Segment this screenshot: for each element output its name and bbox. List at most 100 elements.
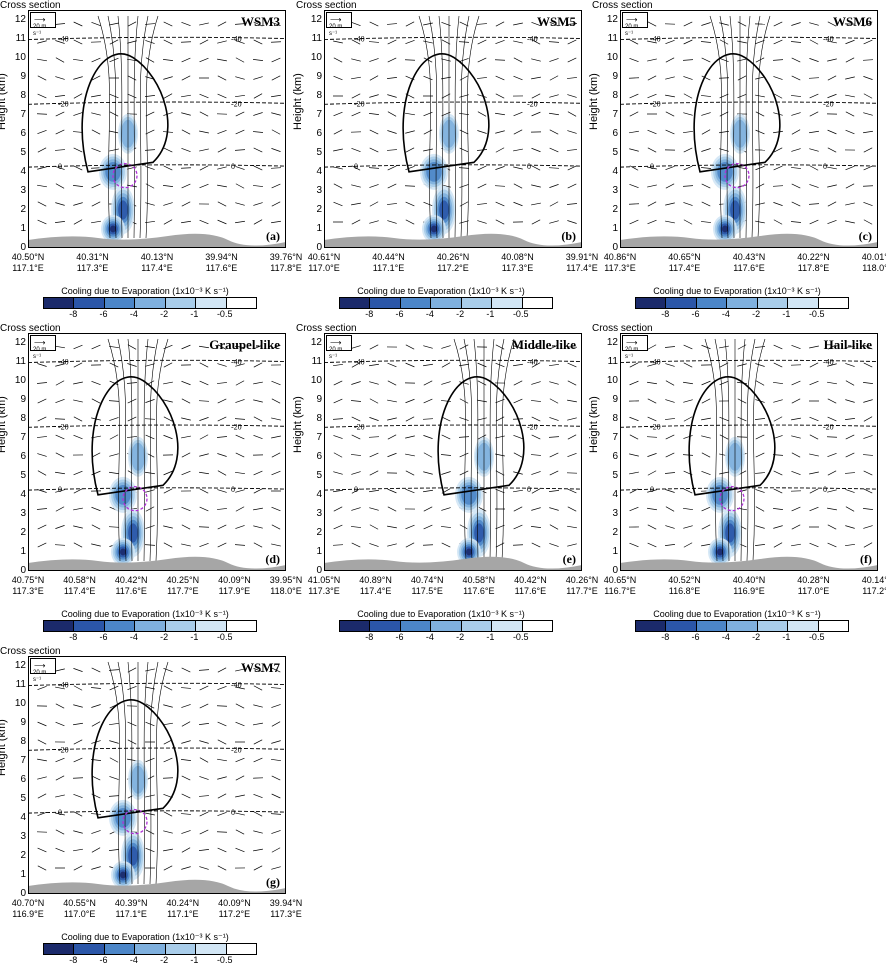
isotherm-line [28,101,286,105]
wind-vector [791,417,801,421]
colorbar-label: -0.5 [808,309,825,319]
wind-vector [253,722,263,726]
wind-vector [333,40,343,44]
x-tick-label: 40.58°N 117.6°E [454,575,504,597]
wind-vector [477,506,487,512]
wind-vector [701,344,711,350]
wind-vector [531,58,541,62]
wind-vector [91,94,101,98]
wind-vector [405,219,415,225]
y-tick-label: 0 [316,242,322,253]
colorbar-swatch [196,944,227,954]
wind-vector [163,76,173,80]
wind-vector [333,57,343,63]
wind-vector [144,149,156,151]
wind-vector [513,506,523,512]
wind-vector [145,129,155,135]
vector-key: ⟶ 20 m s⁻¹ [30,658,56,683]
wind-vector [791,148,801,152]
updraft-streamline [127,338,133,562]
wind-vector [827,452,837,458]
wind-vector [773,416,783,422]
updraft-streamline [149,338,159,562]
y-tick-label: 4 [20,488,26,500]
y-tick-label: 10 [14,697,26,709]
wind-vector [459,184,469,188]
colorbar-swatch [104,621,136,631]
colorbar-label: -0.5 [512,309,529,319]
wind-vector [719,471,729,475]
wind-vector [199,22,209,26]
wind-vector [109,39,119,45]
wind-vector [863,39,873,45]
wind-vector [629,380,639,386]
wind-vector [531,526,541,528]
updraft-streamline [454,15,460,239]
wind-vector [863,76,873,80]
colorbar-label: -4 [129,309,138,319]
wind-vector [181,417,191,421]
wind-vector [719,93,729,99]
colorbar-label: -4 [129,632,138,642]
wind-vector [199,757,209,763]
wind-vector [145,345,155,349]
y-tick-label: 6 [20,127,26,139]
wind-vector [682,185,694,187]
isotherm-line [28,424,286,428]
wind-vector [567,488,577,494]
x-tick-lon: 117.1°E [115,909,147,919]
wind-vector [647,21,657,27]
x-tick-lat: 40.01°N [861,252,886,262]
wind-vector [755,129,765,135]
wind-vector [73,811,83,817]
wind-vector [109,685,119,691]
updraft-streamline [466,15,480,239]
y-axis-label: Height (km) [0,73,8,130]
wind-vector [73,542,83,548]
colorbar-swatch [696,298,728,308]
colorbar-title: Cooling due to Evaporation (1x10⁻³ K s⁻¹… [357,609,525,619]
wind-vector [271,524,281,530]
isotherm-line [28,164,286,168]
wind-vector [55,686,65,690]
isotherm-label: -40 [58,358,69,367]
wind-vector [531,219,541,225]
wind-vector [163,488,173,494]
wind-vector [441,416,451,422]
wind-vector [773,112,783,116]
x-tick-lat: 40.89°N [359,575,392,585]
wind-vector [163,757,173,763]
vector-key-arrow-icon: ⟶ [34,661,46,670]
colorbar-swatch [44,298,75,308]
wind-vector [235,76,245,80]
wind-vector [253,811,263,817]
wind-vector [369,147,379,153]
wind-vector [513,129,523,135]
cross-section-title: Cross section [0,0,61,11]
x-tick-lon: 117.4°E [668,263,701,273]
y-tick-label: 7 [20,431,26,443]
wind-vector [91,866,101,870]
wind-vector [369,58,379,62]
wind-vector [737,166,747,170]
vector-key-arrow-icon: ⟶ [34,338,46,347]
wind-vector [477,57,487,63]
isotherm-label: -40 [58,35,69,44]
wind-vector [845,39,855,45]
x-tick-lon: 117.7°E [167,586,199,596]
wind-vector [863,147,873,153]
wind-vector [253,344,263,350]
wind-vector [863,435,873,439]
wind-vector [423,506,433,512]
wind-vector [145,525,155,529]
y-tick-label: 1 [20,222,26,234]
isotherm-line [28,359,286,364]
x-tick-label: 40.75°N 117.3°E [3,575,53,597]
wind-vector [55,489,65,493]
wind-vector [91,543,101,547]
wind-vector [863,399,873,403]
wind-vector [217,685,227,691]
wind-vector [755,111,765,117]
colorbar-label: -4 [721,309,730,319]
